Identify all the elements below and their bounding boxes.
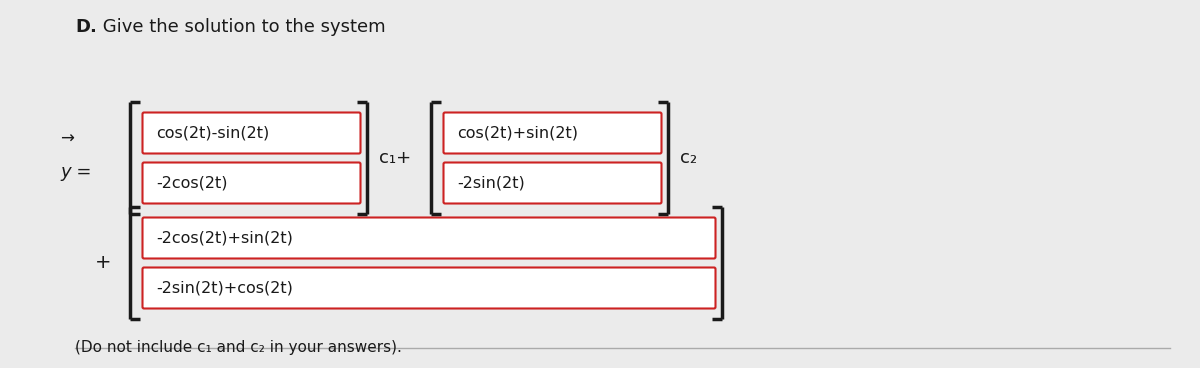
Text: →: → (60, 130, 74, 148)
Text: cos(2t)-sin(2t): cos(2t)-sin(2t) (156, 125, 269, 141)
FancyBboxPatch shape (444, 163, 661, 204)
Text: -2cos(2t)+sin(2t): -2cos(2t)+sin(2t) (156, 230, 293, 245)
FancyBboxPatch shape (143, 113, 360, 153)
Text: c₂: c₂ (680, 149, 697, 167)
Text: Give the solution to the system: Give the solution to the system (97, 18, 385, 36)
FancyBboxPatch shape (444, 113, 661, 153)
Text: +: + (95, 254, 112, 272)
Text: cos(2t)+sin(2t): cos(2t)+sin(2t) (457, 125, 578, 141)
FancyBboxPatch shape (143, 268, 715, 308)
Text: -2sin(2t): -2sin(2t) (457, 176, 524, 191)
Text: (Do not include c₁ and c₂ in your answers).: (Do not include c₁ and c₂ in your answer… (74, 340, 402, 355)
FancyBboxPatch shape (143, 163, 360, 204)
Text: c₁+: c₁+ (379, 149, 412, 167)
Text: -2sin(2t)+cos(2t): -2sin(2t)+cos(2t) (156, 280, 293, 296)
Text: y =: y = (60, 163, 91, 181)
Text: D.: D. (74, 18, 97, 36)
Text: -2cos(2t): -2cos(2t) (156, 176, 228, 191)
FancyBboxPatch shape (143, 217, 715, 258)
